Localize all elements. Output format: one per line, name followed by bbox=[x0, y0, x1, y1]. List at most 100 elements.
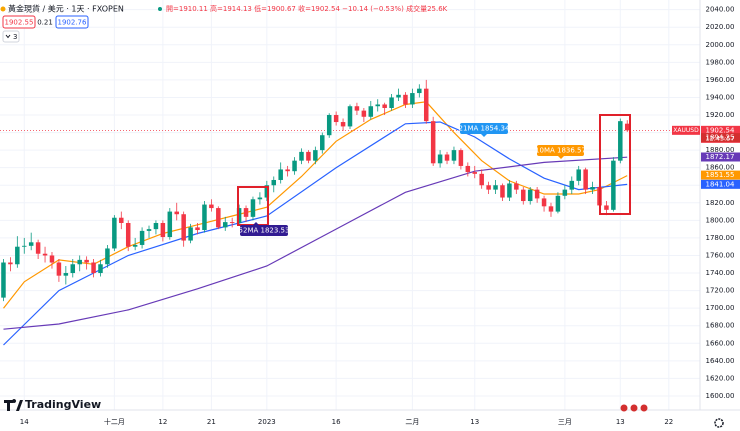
candle-body bbox=[451, 150, 457, 161]
ask: 1902.76 bbox=[58, 19, 87, 27]
candle-body bbox=[250, 199, 256, 217]
candle-body bbox=[195, 227, 200, 231]
x-tick-label: 21 bbox=[207, 418, 216, 426]
indicator-count: 3 bbox=[13, 33, 17, 41]
candle-body bbox=[174, 211, 179, 215]
y-tick-label: 1860.00 bbox=[706, 164, 735, 172]
candle-body bbox=[202, 204, 207, 231]
candle-body bbox=[70, 264, 76, 274]
symbol-icon bbox=[0, 6, 6, 12]
symbol-tag-box bbox=[672, 125, 700, 135]
candle-body bbox=[583, 169, 588, 190]
y-tick-label: 1880.00 bbox=[706, 146, 735, 154]
annotation-text: 21MA 1854.34 bbox=[459, 125, 510, 133]
candle-body bbox=[562, 189, 568, 196]
candle-body bbox=[236, 208, 242, 223]
candle-body bbox=[222, 222, 228, 228]
candle-body bbox=[139, 230, 145, 245]
candle-body bbox=[167, 211, 173, 238]
ma-line bbox=[3, 156, 628, 330]
y-tick-label: 1800.00 bbox=[706, 216, 735, 224]
candle-body bbox=[354, 106, 360, 111]
y-tick-label: 1660.00 bbox=[706, 339, 735, 347]
y-tick-label: 1680.00 bbox=[706, 322, 735, 330]
candle-body bbox=[465, 165, 471, 173]
candle-body bbox=[77, 259, 82, 265]
spread: 0.21 bbox=[37, 19, 53, 27]
y-tick-label: 1940.00 bbox=[706, 93, 735, 101]
candle-body bbox=[403, 94, 408, 105]
candles bbox=[1, 79, 630, 302]
annotation-box bbox=[460, 123, 508, 134]
candle-body bbox=[410, 93, 415, 105]
annotation-pointer bbox=[253, 222, 259, 225]
price-label: 1872.17 bbox=[706, 153, 735, 161]
price-label: 1841.04 bbox=[706, 180, 735, 188]
candle-body bbox=[91, 262, 96, 274]
candle-body bbox=[84, 259, 89, 263]
event-flag[interactable] bbox=[620, 404, 628, 412]
candle-body bbox=[160, 222, 166, 238]
candle-body bbox=[146, 229, 152, 231]
candle-body bbox=[112, 217, 117, 249]
quote: 開=1910.11 高=1914.13 低=1900.67 收=1902.54 … bbox=[166, 4, 448, 13]
settings-icon[interactable] bbox=[714, 418, 724, 428]
market-status bbox=[158, 7, 162, 11]
candle-body bbox=[604, 205, 609, 210]
candle-body bbox=[590, 187, 595, 190]
symbol-tag: XAUUSD bbox=[673, 127, 699, 134]
x-tick-label: 16 bbox=[332, 418, 341, 426]
candle-body bbox=[119, 217, 124, 223]
moving-averages bbox=[0, 101, 700, 346]
candle-body bbox=[285, 169, 290, 172]
annotation-text: 52MA 1823.53 bbox=[239, 227, 290, 235]
indicator-toggle[interactable] bbox=[2, 30, 20, 43]
price-label-box bbox=[701, 133, 740, 143]
symbol-title: 黃金現貨 / 美元 · 1天 · FXOPEN bbox=[8, 4, 124, 14]
annotation-box bbox=[537, 145, 584, 156]
annotation-pointer bbox=[558, 156, 564, 159]
event-flag[interactable] bbox=[630, 404, 638, 412]
candle-body bbox=[611, 160, 616, 210]
axes: 1600.00 1620.00 1640.00 1660.00 1680.00 1700.… bbox=[20, 6, 740, 426]
y-tick-label: 1980.00 bbox=[706, 58, 735, 66]
event-flag[interactable] bbox=[640, 404, 648, 412]
y-tick-label: 2040.00 bbox=[706, 6, 735, 14]
candle-body bbox=[188, 227, 193, 241]
candle-body bbox=[313, 150, 318, 161]
y-tick-label: 1620.00 bbox=[706, 374, 735, 382]
candle-body bbox=[299, 151, 304, 161]
candle-body bbox=[63, 273, 69, 276]
candle-body bbox=[472, 172, 478, 174]
candle-body bbox=[98, 264, 103, 274]
candle-body bbox=[444, 154, 450, 161]
candle-body bbox=[271, 179, 277, 186]
x-tick-label: 13 bbox=[470, 418, 479, 426]
x-tick-label: 12 bbox=[158, 418, 167, 426]
x-tick-label: 十二月 bbox=[104, 417, 125, 426]
chevron-icon bbox=[5, 34, 11, 39]
candle-body bbox=[389, 97, 394, 108]
candle-body bbox=[181, 214, 186, 241]
price-label-box bbox=[701, 179, 740, 189]
x-tick-label: 13 bbox=[616, 418, 625, 426]
y-tick-label: 1820.00 bbox=[706, 199, 735, 207]
candle-body bbox=[541, 198, 547, 207]
candle-body bbox=[458, 150, 464, 166]
grid bbox=[0, 0, 700, 410]
y-tick-label: 1640.00 bbox=[706, 357, 735, 365]
candle-body bbox=[382, 104, 387, 108]
ma-line bbox=[3, 101, 628, 309]
candle-body bbox=[105, 248, 110, 265]
candle-body bbox=[361, 110, 367, 117]
y-tick-label: 1600.00 bbox=[706, 392, 735, 400]
y-tick-label: 1920.00 bbox=[706, 111, 735, 119]
candle-body bbox=[320, 135, 325, 151]
candle-body bbox=[243, 208, 249, 217]
candle-body bbox=[514, 183, 519, 190]
candle-body bbox=[22, 245, 27, 247]
candle-body bbox=[396, 94, 401, 98]
y-tick-label: 2020.00 bbox=[706, 23, 735, 31]
y-tick-label: 1720.00 bbox=[706, 287, 735, 295]
